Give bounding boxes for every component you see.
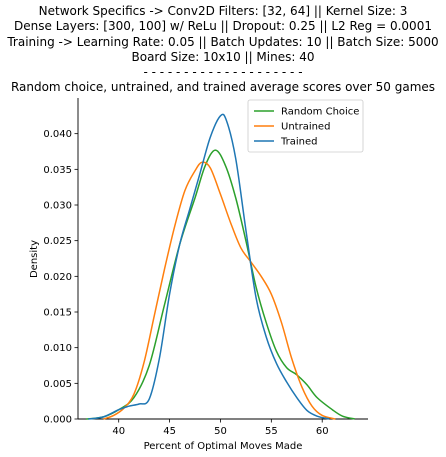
series-line-random-choice [86,149,355,420]
legend-label-trained: Trained [280,137,318,148]
y-tick-label-0.030: 0.030 [43,201,72,212]
title-line-6: Random choice, untrained, and trained av… [10,80,436,95]
y-tick-label-0.015: 0.015 [43,308,72,319]
legend-box [247,99,364,153]
y-tick-label-0.025: 0.025 [43,236,72,247]
x-tick-label-40: 40 [112,426,125,437]
y-tick-label-0.020: 0.020 [43,272,72,283]
legend-label-untrained: Untrained [281,122,330,133]
chart-title: Network Specifics -> Conv2D Filters: [32… [0,4,446,96]
legend-label-random-choice: Random Choice [281,107,359,118]
x-tick-label-45: 45 [163,426,176,437]
y-tick-label-0.035: 0.035 [43,165,72,176]
x-tick-label-50: 50 [214,426,227,437]
title-line-4: Board Size: 10x10 || Mines: 40 [131,49,315,64]
title-line-2: Dense Layers: [300, 100] w/ ReLu || Drop… [14,19,432,34]
y-tick-label-0.000: 0.000 [43,415,72,426]
legend: Random Choice Untrained Trained [247,99,364,153]
series-line-untrained [103,161,336,420]
title-line-3: Training -> Learning Rate: 0.05 || Batch… [7,34,439,49]
x-axis-label: Percent of Optimal Moves Made [144,441,303,452]
x-ticks: 40 45 50 55 60 [112,419,329,437]
axes [77,98,368,420]
x-tick-label-55: 55 [265,426,278,437]
title-line-1: Network Specifics -> Conv2D Filters: [32… [38,4,408,18]
series-lines [86,113,355,420]
y-tick-label-0.040: 0.040 [43,129,72,140]
y-axis-label: Density [29,240,40,278]
series-line-trained [88,113,330,420]
y-tick-label-0.005: 0.005 [43,379,72,390]
title-line-5: - - - - - - - - - - - - - - - - - - - - [143,65,303,80]
y-tick-label-0.010: 0.010 [43,343,72,354]
y-ticks: 0.000 0.005 0.010 0.015 0.020 0.025 0.030 0.035… [43,129,78,426]
x-tick-label-60: 60 [316,426,329,437]
